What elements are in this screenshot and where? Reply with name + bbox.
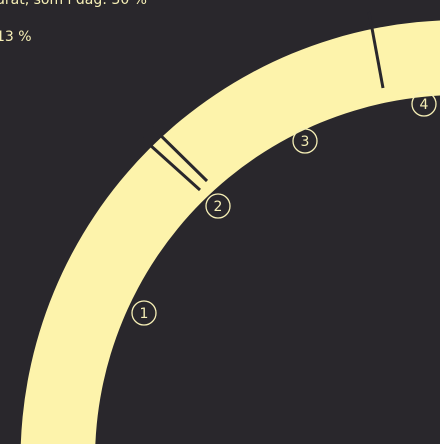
- marker-label: 2: [214, 199, 223, 215]
- marker-circle: [131, 300, 157, 326]
- divider: [148, 123, 209, 183]
- header-line: drat, som i dag: 30 %: [0, 0, 147, 8]
- divider: [367, 11, 385, 89]
- marker-circle: [411, 91, 437, 117]
- marker-label: 3: [301, 134, 310, 150]
- header-line: 13 %: [0, 29, 32, 45]
- marker-label: 4: [420, 97, 429, 113]
- marker-circle: [292, 128, 318, 154]
- markers: 1 2 3 4: [131, 91, 437, 326]
- arc-band: [20, 20, 440, 444]
- divider: [138, 134, 202, 192]
- marker-circle: [205, 193, 231, 219]
- dividers: [138, 11, 385, 192]
- marker-label: 1: [140, 306, 149, 322]
